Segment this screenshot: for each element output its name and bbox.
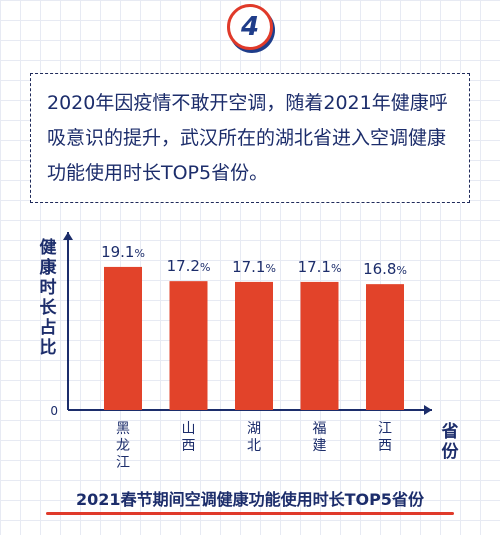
x-axis-arrow	[424, 405, 432, 415]
section-number-badge: 4	[227, 4, 273, 50]
category-label: 湖北	[247, 421, 261, 454]
y-axis-arrow	[63, 232, 73, 240]
y-axis-label: 健康时长占比	[39, 238, 57, 358]
bar	[169, 281, 208, 410]
bar-value-label: 17.2%	[167, 257, 211, 275]
category-label: 山西	[182, 421, 196, 454]
category-label: 江西	[378, 421, 392, 454]
caption-underline	[46, 512, 454, 515]
chart-caption: 2021春节期间空调健康功能使用时长TOP5省份	[76, 490, 424, 509]
bar-value-label: 17.1%	[232, 258, 276, 276]
bar-value-label: 16.8%	[363, 260, 407, 278]
bar	[104, 266, 142, 410]
y-tick-label: 0	[50, 404, 58, 418]
bar-value-label: 19.1%	[101, 243, 145, 261]
bar	[235, 281, 273, 410]
intro-text-box: 2020年因疫情不敢开空调，随着2021年健康呼吸意识的提升，武汉所在的湖北省进…	[30, 73, 470, 203]
intro-text: 2020年因疫情不敢开空调，随着2021年健康呼吸意识的提升，武汉所在的湖北省进…	[47, 92, 448, 184]
category-label: 黑龙江	[116, 421, 130, 471]
bar	[300, 281, 339, 410]
section-number: 4	[240, 12, 260, 42]
x-axis-label: 省份	[441, 422, 459, 462]
bar	[366, 284, 404, 410]
category-label: 福建	[313, 421, 327, 454]
bar-value-label: 17.1%	[298, 258, 342, 276]
